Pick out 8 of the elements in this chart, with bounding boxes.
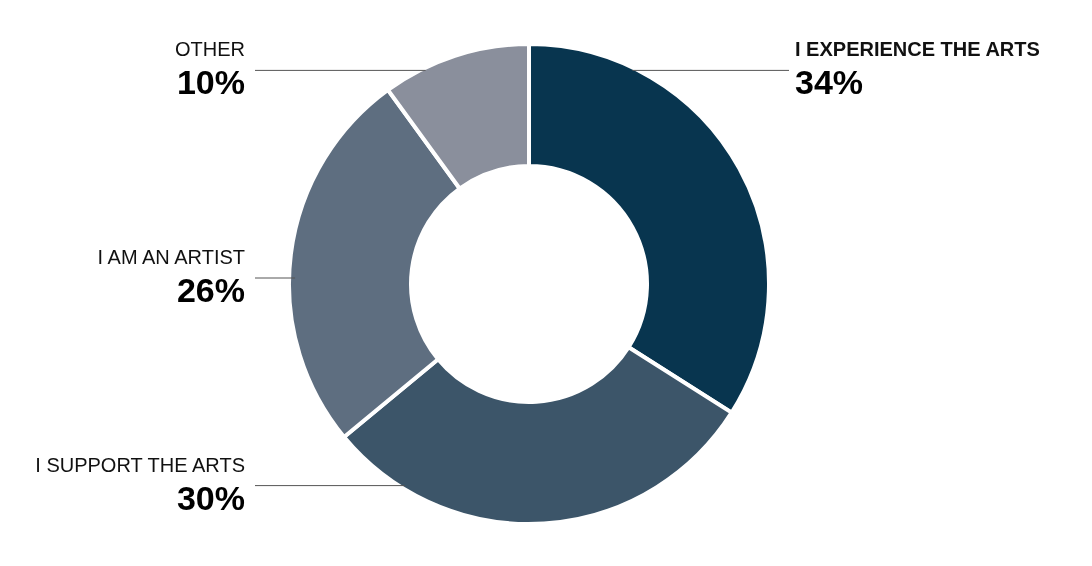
slice-label: I AM AN ARTIST [97,246,245,268]
slice-label: I SUPPORT THE ARTS [35,453,245,476]
data-label: 30% [176,478,245,517]
data-label: 34% [795,63,864,102]
slice-label: I EXPERIENCE THE ARTS [795,38,1040,61]
data-label: 26% [176,271,245,309]
slice-label: OTHER [175,38,245,61]
data-label: 10% [176,63,245,102]
